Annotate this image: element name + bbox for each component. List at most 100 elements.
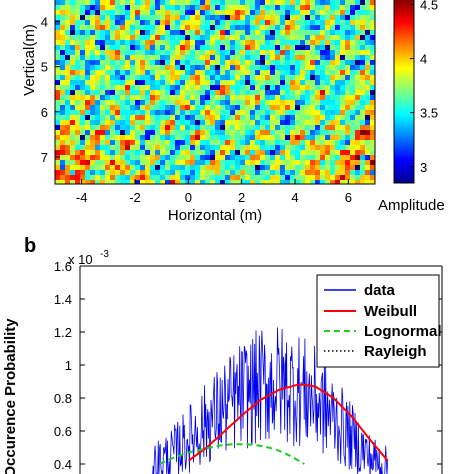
heatmap-cell: [270, 110, 276, 116]
heatmap-cell: [365, 80, 371, 86]
heatmap-cell: [225, 75, 231, 81]
heatmap-cell: [140, 180, 146, 184]
heatmap-cell: [160, 155, 166, 161]
heatmap-cell: [185, 120, 191, 126]
heatmap-cell: [135, 10, 141, 16]
heatmap-cell: [70, 50, 76, 56]
heatmap-cell: [115, 45, 121, 51]
heatmap-cell: [125, 55, 131, 61]
heatmap-cell: [55, 10, 61, 16]
heatmap-cell: [280, 60, 286, 66]
heatmap-cell: [75, 155, 81, 161]
heatmap-cell: [245, 115, 251, 121]
heatmap-cell: [90, 0, 96, 6]
heatmap-cell: [320, 15, 326, 21]
heatmap-cell: [270, 105, 276, 111]
heatmap-cell: [275, 145, 281, 151]
heatmap-cell: [130, 60, 136, 66]
heatmap-cell: [270, 20, 276, 26]
heatmap-cell: [300, 180, 306, 184]
heatmap-cell: [370, 160, 375, 166]
heatmap-cell: [230, 70, 236, 76]
heatmap-cell: [175, 165, 181, 171]
heatmap-cell: [335, 20, 341, 26]
heatmap-cell: [70, 125, 76, 131]
heatmap-cell: [60, 175, 66, 181]
heatmap-cell: [360, 85, 366, 91]
heatmap-cell: [215, 50, 221, 56]
heatmap-cell: [75, 15, 81, 21]
heatmap-cell: [360, 105, 366, 111]
heatmap-cell: [155, 45, 161, 51]
heatmap-cell: [150, 165, 156, 171]
heatmap-cell: [145, 15, 151, 21]
heatmap-cell: [145, 95, 151, 101]
heatmap-cell: [85, 60, 91, 66]
heatmap-cell: [135, 95, 141, 101]
heatmap-cell: [340, 10, 346, 16]
heatmap-cell: [90, 70, 96, 76]
heatmap-cell: [270, 85, 276, 91]
heatmap-cell: [330, 10, 336, 16]
heatmap-cell: [280, 25, 286, 31]
heatmap-cell: [270, 175, 276, 181]
heatmap-cell: [365, 95, 371, 101]
heatmap-cell: [230, 15, 236, 21]
heatmap-cell: [370, 40, 375, 46]
heatmap-cell: [305, 135, 311, 141]
heatmap-cell: [330, 145, 336, 151]
heatmap-cell: [310, 160, 316, 166]
heatmap-cell: [120, 0, 126, 6]
heatmap-cell: [370, 120, 375, 126]
heatmap-cell: [365, 155, 371, 161]
heatmap-cell: [250, 170, 256, 176]
heatmap-cell: [240, 60, 246, 66]
heatmap-cell: [175, 120, 181, 126]
heatmap-cell: [235, 0, 241, 6]
heatmap-cell: [360, 95, 366, 101]
heatmap-cell: [215, 80, 221, 86]
heatmap-cell: [140, 30, 146, 36]
heatmap-cell: [265, 65, 271, 71]
heatmap-cell: [170, 100, 176, 106]
heatmap-cell: [210, 10, 216, 16]
heatmap-cell: [165, 175, 171, 181]
heatmap-cell: [245, 10, 251, 16]
heatmap-cell: [235, 140, 241, 146]
heatmap-cell: [285, 50, 291, 56]
heatmap-cell: [350, 130, 356, 136]
heatmap-cell: [65, 160, 71, 166]
heatmap-cell: [335, 70, 341, 76]
heatmap-cell: [310, 180, 316, 184]
heatmap-cell: [345, 80, 351, 86]
heatmap-cell: [275, 140, 281, 146]
heatmap-cell: [95, 140, 101, 146]
heatmap-cell: [300, 110, 306, 116]
heatmap-cell: [90, 50, 96, 56]
heatmap-cell: [320, 165, 326, 171]
heatmap-cell: [235, 95, 241, 101]
heatmap-cell: [370, 135, 375, 141]
heatmap-cell: [360, 45, 366, 51]
heatmap-cell: [130, 145, 136, 151]
heatmap-cell: [185, 160, 191, 166]
heatmap-cell: [335, 115, 341, 121]
heatmap-cell: [155, 170, 161, 176]
heatmap-cell: [300, 85, 306, 91]
heatmap-cell: [205, 40, 211, 46]
legend-entry-rayleigh: Rayleigh: [364, 343, 427, 360]
heatmap-cell: [210, 35, 216, 41]
heatmap-cell: [230, 150, 236, 156]
heatmap-cell: [170, 130, 176, 136]
heatmap-cell: [255, 175, 261, 181]
heatmap-cell: [55, 70, 61, 76]
heatmap-cell: [350, 170, 356, 176]
heatmap-cell: [140, 10, 146, 16]
heatmap-cell: [115, 85, 121, 91]
heatmap-cell: [255, 70, 261, 76]
heatmap-cell: [270, 60, 276, 66]
heatmap-cell: [210, 85, 216, 91]
heatmap-cell: [155, 175, 161, 181]
heatmap-cell: [290, 50, 296, 56]
heatmap-cell: [335, 35, 341, 41]
